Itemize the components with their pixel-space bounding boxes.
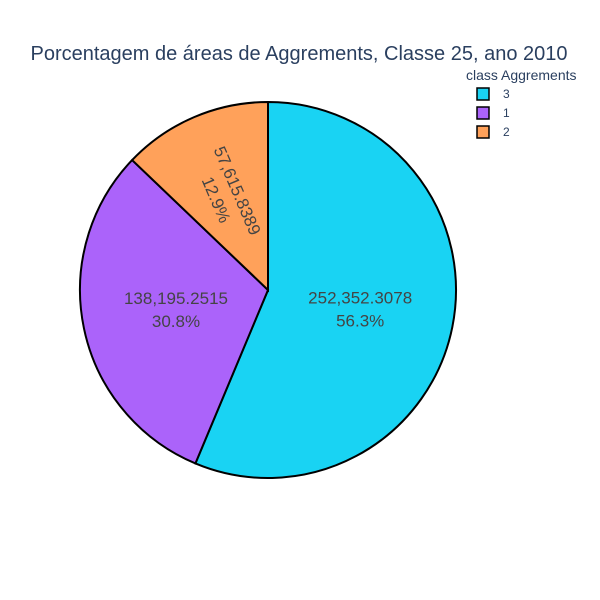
slice-label-3: 252,352.3078 56.3% xyxy=(308,289,412,331)
legend-item-1[interactable]: 1 xyxy=(476,106,510,120)
slice-value-label: 138,195.2515 xyxy=(124,289,228,308)
pie-slice-2 xyxy=(130,100,269,293)
pie-slice-1 xyxy=(79,158,270,465)
legend: class Aggrements 3 1 2 xyxy=(466,67,577,139)
legend-item-3[interactable]: 3 xyxy=(476,87,510,101)
legend-title: class Aggrements xyxy=(466,67,577,83)
legend-swatch xyxy=(476,125,490,139)
legend-items: 3 1 2 xyxy=(476,87,510,139)
legend-swatch xyxy=(476,106,490,120)
legend-swatch xyxy=(476,87,490,101)
legend-label: 1 xyxy=(503,106,510,120)
legend-label: 2 xyxy=(503,125,510,139)
slice-percent-label: 30.8% xyxy=(152,312,200,331)
slice-value-label: 252,352.3078 xyxy=(308,289,412,308)
legend-label: 3 xyxy=(503,87,510,101)
legend-item-2[interactable]: 2 xyxy=(476,125,510,139)
slice-percent-label: 56.3% xyxy=(336,312,384,331)
pie-slices xyxy=(79,100,457,479)
pie-slice-3 xyxy=(194,100,457,479)
slice-label-1: 138,195.2515 30.8% xyxy=(124,289,228,331)
chart-title: Porcentagem de áreas de Aggrements, Clas… xyxy=(30,43,567,65)
